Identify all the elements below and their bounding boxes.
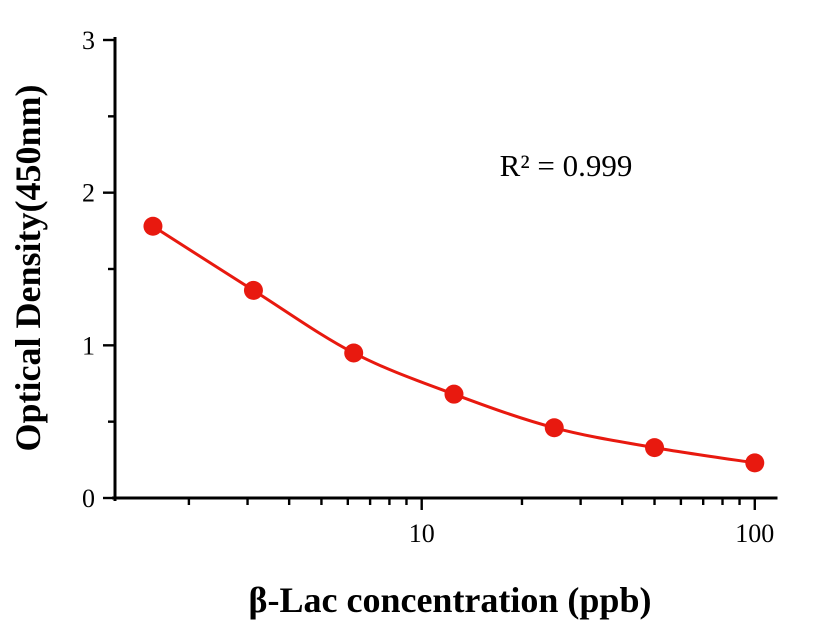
data-point [544,418,564,438]
y-tick-label: 2 [82,179,95,208]
x-tick-label: 10 [409,519,435,548]
y-tick-label: 0 [82,484,95,513]
data-point [444,384,464,404]
y-tick-label: 3 [82,26,95,55]
x-axis-label: β-Lac concentration (ppb) [249,580,652,620]
y-tick-label: 1 [82,331,95,360]
r2-annotation: R² = 0.999 [500,148,633,183]
data-points [143,216,765,473]
x-tick-label: 100 [735,519,774,548]
data-point [745,453,765,473]
curve-line [152,224,756,465]
data-point [243,280,263,300]
data-point [143,216,163,236]
data-point [645,438,665,458]
y-axis-label: Optical Density(450nm) [8,85,48,452]
data-point [344,343,364,363]
tick-labels: 10 100 0 1 2 3 [82,26,774,548]
axes [112,37,778,501]
